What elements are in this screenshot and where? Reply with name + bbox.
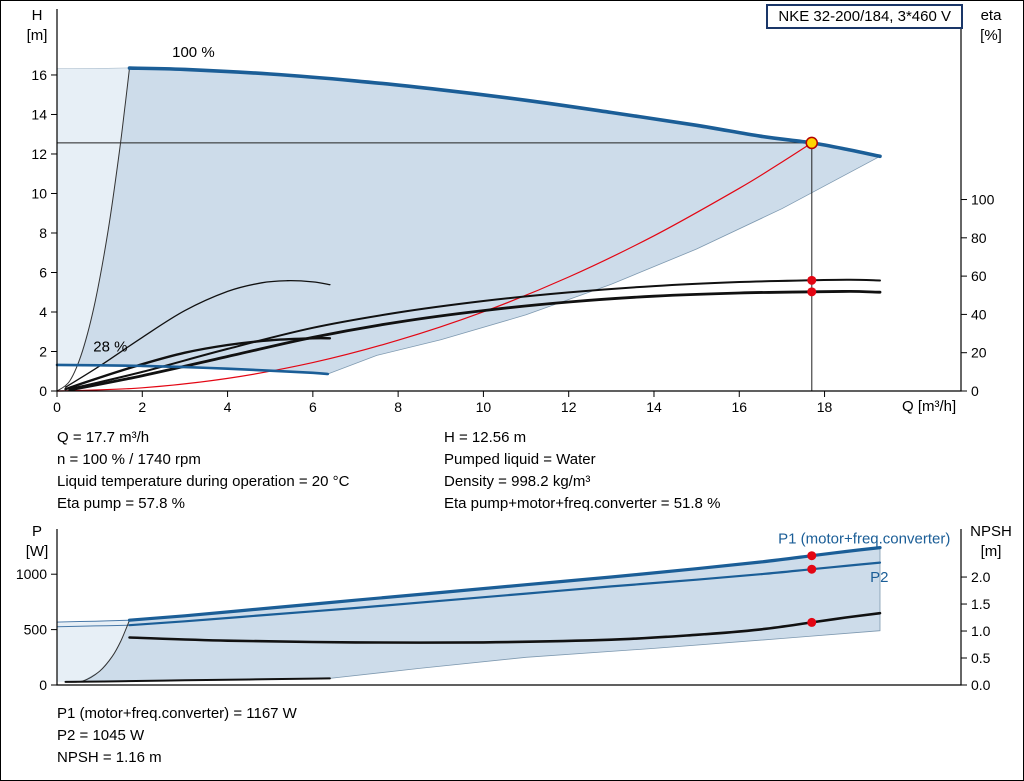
chart-annotation: 28 % — [93, 338, 127, 355]
power-npsh-chart: 0 500 1000 0.0 0.5 1.0 1.5 2.0 P1 (motor+freq.co… — [16, 529, 991, 693]
duty-results-right: H = 12.56 m Pumped liquid = Water Densit… — [444, 427, 720, 515]
eta-total-marker — [807, 287, 817, 297]
y-right-tick-label: 0.0 — [971, 677, 991, 693]
result-line-temperature: Liquid temperature during operation = 20… — [57, 473, 350, 490]
result-line-liquid: Pumped liquid = Water — [444, 451, 596, 468]
pump-title-box: NKE 32-200/184, 3*460 V — [766, 4, 963, 29]
p-axis-title: P [W] — [13, 522, 61, 563]
hq-eta-chart: 0 2 4 6 8 10 12 14 16 18 0 2 4 6 8 10 12 14 16 0 20 40 60 80 100… — [31, 9, 995, 415]
speed-envelope-fill — [56, 67, 882, 375]
p-axis-symbol: P — [31, 523, 42, 540]
y-left-tick-label: 2 — [39, 343, 47, 359]
result-line-eta-total: Eta pump+motor+freq.converter = 51.8 % — [444, 495, 721, 512]
eta-axis-symbol: eta — [980, 7, 1002, 24]
eta-pump-28-curve — [64, 280, 331, 388]
p1-left-extension — [56, 619, 130, 623]
y-left-tick-label: 14 — [31, 106, 47, 122]
x-tick-label: 0 — [53, 399, 61, 415]
x-tick-label: 10 — [476, 399, 492, 415]
y-right-tick-label: 0 — [971, 383, 979, 399]
npsh-axis-title: NPSH [m] — [959, 522, 1023, 563]
x-tick-label: 4 — [224, 399, 232, 415]
result-line-q: Q = 17.7 m³/h — [57, 429, 150, 446]
npsh-curve — [128, 611, 882, 644]
y-left-tick-label: 0 — [39, 677, 47, 693]
h-axis-title: H [m] — [13, 6, 61, 47]
p-min-speed-curve — [64, 677, 331, 683]
h-axis-unit: [m] — [26, 27, 48, 45]
eta-axis-unit: [%] — [980, 27, 1002, 45]
duty-point[interactable] — [805, 136, 819, 150]
duty-results-left: Q = 17.7 m³/h n = 100 % / 1740 rpm Liqui… — [57, 427, 349, 515]
y-left-tick-label: 500 — [24, 622, 48, 638]
chart-annotation: P1 (motor+freq.converter) — [778, 531, 950, 548]
y-right-tick-label: 40 — [971, 306, 987, 322]
npsh-axis-symbol: NPSH — [970, 523, 1012, 540]
p2-marker — [807, 564, 817, 574]
chart-annotation: P2 — [870, 569, 888, 586]
chart-annotation: 100 % — [172, 44, 215, 61]
result-line-npsh: NPSH = 1.16 m — [57, 749, 162, 766]
y-right-tick-label: 1.5 — [971, 596, 991, 612]
x-tick-label: 18 — [817, 399, 833, 415]
power-results: P1 (motor+freq.converter) = 1167 W P2 = … — [57, 703, 297, 769]
axis-frame — [56, 529, 962, 686]
x-tick-label: 12 — [561, 399, 577, 415]
q-axis-title: Q [m³/h] — [902, 398, 957, 415]
p1-marker — [807, 551, 817, 561]
result-line-eta-pump: Eta pump = 57.8 % — [57, 495, 185, 512]
x-tick-label: 8 — [394, 399, 402, 415]
y-left-tick-label: 4 — [39, 304, 47, 320]
y-left-tick-label: 10 — [31, 185, 47, 201]
y-left-tick-label: 1000 — [16, 566, 47, 582]
y-left-tick-label: 12 — [31, 146, 47, 162]
npsh-marker — [807, 617, 817, 627]
p2-left-extension — [56, 624, 130, 628]
y-left-tick-label: 8 — [39, 225, 47, 241]
y-left-tick-label: 16 — [31, 67, 47, 83]
x-tick-label: 16 — [731, 399, 747, 415]
power-envelope-left-wedge — [57, 620, 130, 682]
result-line-head: H = 12.56 m — [444, 429, 527, 446]
y-right-tick-label: 1.0 — [971, 623, 991, 639]
y-left-tick-label: 6 — [39, 264, 47, 280]
x-tick-label: 2 — [138, 399, 146, 415]
y-right-tick-label: 0.5 — [971, 650, 991, 666]
result-line-p1: P1 (motor+freq.converter) = 1167 W — [57, 705, 297, 722]
y-right-tick-label: 20 — [971, 345, 987, 361]
y-right-tick-label: 2.0 — [971, 569, 991, 585]
system-curve — [56, 142, 813, 392]
x-tick-label: 14 — [646, 399, 662, 415]
head-28-curve — [55, 363, 330, 376]
y-right-tick-label: 80 — [971, 230, 987, 246]
h-axis-symbol: H — [31, 7, 43, 24]
y-right-tick-label: 60 — [971, 268, 987, 284]
npsh-axis-unit: [m] — [980, 543, 1002, 561]
eta-pump-marker — [807, 275, 817, 285]
eta-axis-title: eta [%] — [963, 6, 1019, 47]
y-left-tick-label: 0 — [39, 383, 47, 399]
p-axis-unit: [W] — [25, 543, 49, 561]
x-tick-label: 6 — [309, 399, 317, 415]
result-line-p2: P2 = 1045 W — [57, 727, 145, 744]
y-right-tick-label: 100 — [971, 192, 995, 208]
envelope-left-boundary-line — [56, 67, 130, 392]
result-line-density: Density = 998.2 kg/m³ — [444, 473, 591, 490]
result-line-speed: n = 100 % / 1740 rpm — [57, 451, 201, 468]
